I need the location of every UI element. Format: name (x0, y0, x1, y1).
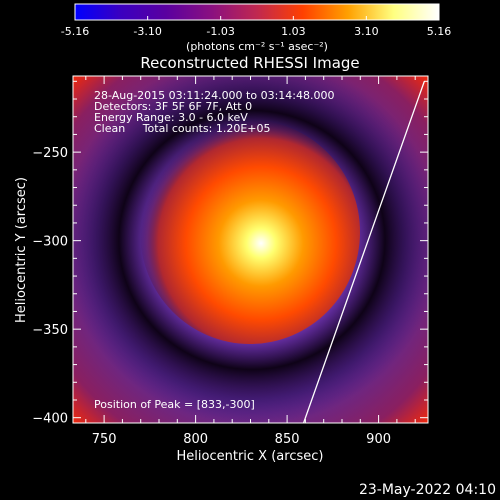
y-axis-ticks: −250 −300 −350 −400 (32, 80, 428, 427)
y-tick-label: −350 (32, 323, 68, 338)
heatmap-source (140, 120, 360, 344)
annotation-block: 28-Aug-2015 03:11:24.000 to 03:14:48.000… (94, 89, 335, 411)
heatmap-image (73, 76, 428, 423)
annotation-counts: Clean Total counts: 1.20E+05 (94, 122, 271, 135)
colorbar-tick-label: 5.16 (427, 25, 452, 38)
x-tick-label: 850 (275, 432, 300, 447)
colorbar-tick-label: -1.03 (206, 25, 234, 38)
annotation-time-range: 28-Aug-2015 03:11:24.000 to 03:14:48.000 (94, 89, 335, 102)
annotation-energy-range: Energy Range: 3.0 - 6.0 keV (94, 111, 248, 124)
colorbar-unit-label: (photons cm⁻² s⁻¹ asec⁻²) (186, 40, 328, 53)
footer-timestamp: 23-May-2022 04:10 (358, 482, 496, 498)
annotation-detectors: Detectors: 3F 5F 6F 7F, Att 0 (94, 100, 252, 113)
colorbar (74, 3, 440, 21)
y-axis-label: Heliocentric Y (arcsec) (14, 177, 29, 323)
x-tick-label: 750 (92, 432, 117, 447)
y-tick-label: −400 (32, 412, 68, 427)
annotation-peak-position: Position of Peak = [833,-300] (94, 398, 255, 411)
chart-title: Reconstructed RHESSI Image (140, 54, 359, 72)
colorbar-tick-label: -3.10 (133, 25, 161, 38)
x-tick-label: 900 (366, 432, 391, 447)
colorbar-ticks: -5.16 -3.10 -1.03 1.03 3.10 5.16 (61, 16, 451, 38)
y-tick-label: −300 (32, 235, 68, 250)
solar-limb-line (302, 81, 425, 423)
colorbar-tick-label: 3.10 (354, 25, 379, 38)
x-axis-label: Heliocentric X (arcsec) (177, 449, 324, 464)
colorbar-tick-label: -5.16 (61, 25, 89, 38)
x-axis-ticks: 750 800 850 900 (85, 76, 416, 447)
colorbar-tick-label: 1.03 (281, 25, 306, 38)
y-tick-label: −250 (32, 146, 68, 161)
x-tick-label: 800 (183, 432, 208, 447)
